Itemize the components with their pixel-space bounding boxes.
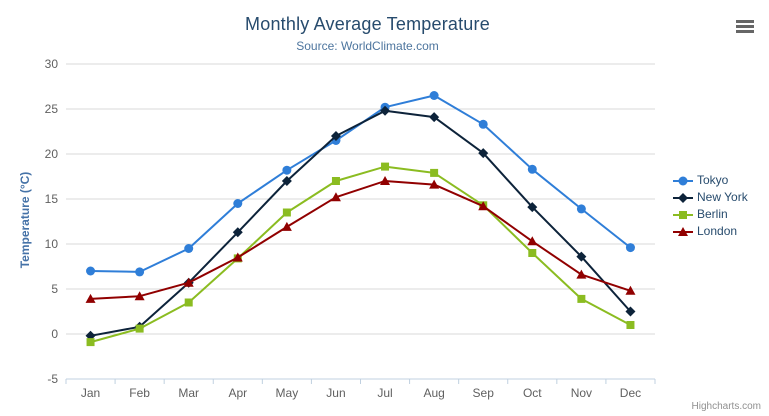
hamburger-icon: [736, 29, 754, 33]
y-tick-label: 15: [45, 192, 59, 206]
legend-item-berlin[interactable]: Berlin: [673, 208, 748, 221]
x-tick-label: Nov: [571, 386, 592, 400]
series-london: [85, 176, 636, 303]
x-tick-label: Jul: [377, 386, 392, 400]
point-berlin-may[interactable]: [282, 208, 291, 217]
point-london-aug[interactable]: [429, 179, 440, 189]
x-tick-label: Dec: [620, 386, 641, 400]
point-london-mar[interactable]: [183, 277, 194, 287]
point-new-york-sep[interactable]: [478, 148, 489, 159]
point-london-may[interactable]: [281, 221, 292, 231]
chart-title: Monthly Average Temperature: [245, 14, 490, 34]
series-line-london: [89, 180, 632, 300]
y-tick-label: 10: [45, 237, 59, 251]
y-axis-title: Temperature (°C): [18, 171, 32, 269]
y-tick-label: 20: [45, 147, 59, 161]
point-tokyo-aug[interactable]: [429, 91, 439, 100]
highcharts-credits-link[interactable]: Highcharts.com: [691, 401, 761, 412]
point-berlin-nov[interactable]: [577, 294, 586, 303]
legend-label: Tokyo: [697, 173, 729, 187]
point-london-apr[interactable]: [232, 252, 243, 262]
point-berlin-aug[interactable]: [430, 168, 439, 177]
series-new-york: [85, 105, 636, 341]
point-berlin-dec[interactable]: [626, 321, 635, 329]
point-new-york-may[interactable]: [281, 176, 292, 186]
point-tokyo-jan[interactable]: [86, 266, 96, 276]
x-tick-label: Feb: [129, 386, 150, 400]
point-tokyo-feb[interactable]: [135, 267, 145, 277]
point-new-york-nov[interactable]: [576, 251, 587, 262]
point-london-feb[interactable]: [134, 291, 145, 301]
point-tokyo-mar[interactable]: [184, 244, 194, 253]
legend-marker-new-york[interactable]: [678, 192, 688, 203]
point-tokyo-may[interactable]: [282, 165, 292, 175]
legend-label: London: [697, 224, 738, 238]
hamburger-icon: [736, 24, 754, 28]
point-berlin-mar[interactable]: [184, 298, 193, 307]
legend-item-new-york[interactable]: New York: [673, 191, 748, 204]
legend-marker-london[interactable]: [678, 226, 688, 236]
y-tick-label: -5: [47, 372, 58, 386]
x-tick-label: Oct: [523, 386, 542, 400]
point-london-jul[interactable]: [380, 176, 391, 185]
x-tick-label: May: [276, 386, 299, 400]
point-new-york-oct[interactable]: [527, 202, 538, 213]
export-menu-button[interactable]: [733, 15, 757, 37]
legend-marker-tokyo[interactable]: [678, 176, 688, 185]
diamond-icon: [673, 192, 693, 203]
legend-item-tokyo[interactable]: Tokyo: [673, 174, 748, 187]
point-tokyo-oct[interactable]: [527, 164, 537, 174]
point-new-york-jul[interactable]: [380, 105, 391, 116]
legend-label: New York: [697, 190, 748, 204]
x-tick-label: Mar: [178, 386, 199, 400]
series-line-new-york: [89, 109, 632, 337]
point-berlin-feb[interactable]: [135, 324, 144, 333]
legend-label: Berlin: [697, 207, 728, 221]
point-tokyo-apr[interactable]: [233, 199, 243, 208]
point-london-sep[interactable]: [478, 201, 489, 211]
point-berlin-oct[interactable]: [528, 249, 537, 257]
point-tokyo-sep[interactable]: [478, 119, 488, 129]
point-new-york-aug[interactable]: [429, 112, 440, 123]
point-london-jan[interactable]: [85, 293, 96, 303]
legend-item-london[interactable]: London: [673, 225, 748, 238]
chart-subtitle: Source: WorldClimate.com: [296, 39, 439, 53]
point-berlin-jul[interactable]: [381, 162, 390, 171]
x-tick-label: Apr: [228, 386, 247, 400]
point-new-york-apr[interactable]: [232, 227, 243, 238]
point-london-dec[interactable]: [625, 285, 636, 295]
y-tick-label: 0: [51, 327, 58, 341]
point-tokyo-nov[interactable]: [576, 204, 586, 214]
legend-marker-berlin[interactable]: [679, 210, 687, 219]
point-london-jun[interactable]: [330, 192, 341, 202]
x-tick-label: Jun: [326, 386, 345, 400]
point-berlin-jan[interactable]: [86, 338, 95, 347]
chart-legend: Tokyo New York Berlin London: [673, 174, 748, 238]
series-line-tokyo: [89, 94, 632, 273]
x-tick-label: Sep: [473, 386, 495, 400]
point-berlin-jun[interactable]: [331, 177, 340, 185]
point-new-york-dec[interactable]: [625, 306, 636, 317]
y-tick-label: 5: [51, 282, 58, 296]
triangle-icon: [673, 226, 693, 236]
square-icon: [673, 210, 693, 219]
y-tick-label: 30: [45, 57, 59, 71]
point-new-york-jun[interactable]: [330, 131, 341, 141]
hamburger-icon: [736, 19, 754, 23]
y-tick-label: 25: [45, 102, 59, 116]
point-london-nov[interactable]: [576, 269, 587, 279]
x-tick-label: Aug: [423, 386, 444, 400]
point-london-oct[interactable]: [527, 236, 538, 246]
x-tick-label: Jan: [81, 386, 100, 400]
series-line-berlin: [89, 165, 632, 344]
circle-icon: [673, 176, 693, 185]
series-tokyo: [86, 91, 635, 277]
point-tokyo-dec[interactable]: [625, 243, 635, 253]
